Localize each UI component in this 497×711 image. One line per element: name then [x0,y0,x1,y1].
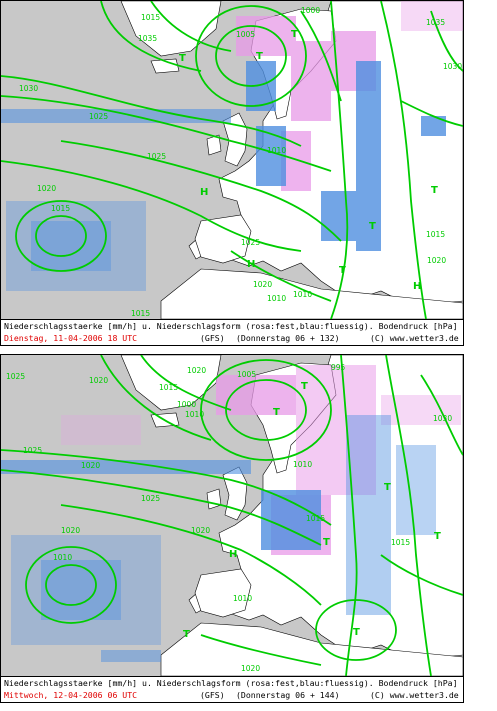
isobar-label: 1025 [241,238,260,247]
weather-map-panel-top: H H H T T T T T T 1035 1030 1025 1025 10… [0,0,464,346]
rain-precipitation [1,61,446,291]
isobar-label: 1015 [306,514,325,523]
map-caption: Niederschlagsstaerke [mm/h] u. Niedersch… [1,319,463,345]
caption-info-row: Mittwoch, 12-04-2006 06 UTC (GFS) (Donne… [4,689,460,701]
isobar-label: 1020 [191,526,210,535]
isobar-label: 1020 [81,461,100,470]
low-pressure-label: T [369,221,376,232]
isobar-label: 1015 [426,230,445,239]
landmass-iceland [150,58,180,74]
pressure-centers: H T T T T T T T [183,381,441,640]
isobar-label: 1030 [433,414,452,423]
isobars [1,355,463,676]
low-pressure-label: T [179,53,186,64]
isobar-label: 1030 [443,62,462,71]
low-pressure-label: T [273,407,280,418]
isobar-label: 1030 [19,84,38,93]
isobar-label: 1005 [236,30,255,39]
pressure-centers: H H H T T T T T T [179,29,438,292]
isobar-label: 1035 [426,18,445,27]
isobar-labels: 1025 1020 1020 1015 1010 1010 1025 1020 … [6,363,452,673]
model-run: (Donnerstag 06 + 144) [236,690,340,700]
low-pressure-label: T [301,381,308,392]
isobar-label: 1025 [89,112,108,121]
isobar-label: 1020 [61,526,80,535]
model-run: (Donnerstag 06 + 132) [236,333,340,343]
precipitation-pressure-map: H H H T T T T T T 1035 1030 1025 1025 10… [1,1,463,319]
isobar-label: 1015 [141,13,160,22]
isobar-labels: 1035 1030 1025 1025 1020 1020 1015 1015 … [19,6,462,318]
isobar-label: 1020 [89,376,108,385]
isobar-label: 1010 [53,553,72,562]
high-pressure-label: H [247,259,255,270]
weather-map-panel-bottom: H T T T T T T T 1025 1020 1020 1015 1010… [0,354,464,703]
low-pressure-label: T [384,482,391,493]
low-pressure-label: T [323,537,330,548]
caption-info-row: Dienstag, 11-04-2006 18 UTC (GFS) (Donne… [4,332,460,344]
landmass-iberia [194,214,252,264]
landmass-iberia [194,568,252,618]
map-canvas: H H H T T T T T T 1035 1030 1025 1025 10… [1,1,463,319]
isobar-label: 1010 [293,290,312,299]
valid-date: Dienstag, 11-04-2006 18 UTC [4,333,138,343]
isobar-label: 995 [331,363,346,372]
high-pressure-label: H [200,187,208,198]
isobar-label: 1010 [185,410,204,419]
isobar-label: 1025 [147,152,166,161]
isobar-label: 1015 [131,309,150,318]
isobar-label: 1015 [391,538,410,547]
high-pressure-label: H [413,281,421,292]
high-pressure-label: H [229,549,237,560]
rain-precipitation [1,415,436,662]
low-pressure-label: T [256,51,263,62]
isobar-label: 1010 [267,146,286,155]
isobar-label: 1025 [6,372,25,381]
isobar-label: 1010 [267,294,286,303]
legend-title: Niederschlagsstaerke [mm/h] u. Niedersch… [4,678,458,688]
isobar-label: 1020 [253,280,272,289]
map-canvas: H T T T T T T T 1025 1020 1020 1015 1010… [1,355,463,676]
isobars [1,1,463,319]
isobar-label: 1020 [37,184,56,193]
landmass-africa [160,622,463,676]
isobar-label: 1025 [23,446,42,455]
isobar-label: 1010 [233,594,252,603]
low-pressure-label: T [183,629,190,640]
isobar-label: 1015 [51,204,70,213]
isobar-label: 1000 [301,6,320,15]
legend-title: Niederschlagsstaerke [mm/h] u. Niedersch… [4,321,458,331]
copyright: (C) www.wetter3.de [370,690,459,700]
map-caption: Niederschlagsstaerke [mm/h] u. Niedersch… [1,676,463,702]
low-pressure-label: T [353,627,360,638]
model-name: (GFS) [200,333,225,343]
precipitation-pressure-map: H T T T T T T T 1025 1020 1020 1015 1010… [1,355,463,676]
copyright: (C) www.wetter3.de [370,333,459,343]
isobar-label: 1025 [141,494,160,503]
isobar-label: 1015 [159,383,178,392]
model-name: (GFS) [200,690,225,700]
low-pressure-label: T [434,531,441,542]
landmass-ireland [206,488,222,510]
isobar-label: 1020 [427,256,446,265]
isobar-label: 1010 [293,460,312,469]
isobar-label: 1020 [187,366,206,375]
landmass-greenland [120,1,222,57]
isobar-label: 1005 [237,370,256,379]
low-pressure-label: T [431,185,438,196]
valid-date: Mittwoch, 12-04-2006 06 UTC [4,690,138,700]
low-pressure-label: T [291,29,298,40]
isobar-label: 1000 [177,400,196,409]
isobar-label: 1020 [241,664,260,673]
isobar-label: 1035 [138,34,157,43]
low-pressure-label: T [339,265,346,276]
